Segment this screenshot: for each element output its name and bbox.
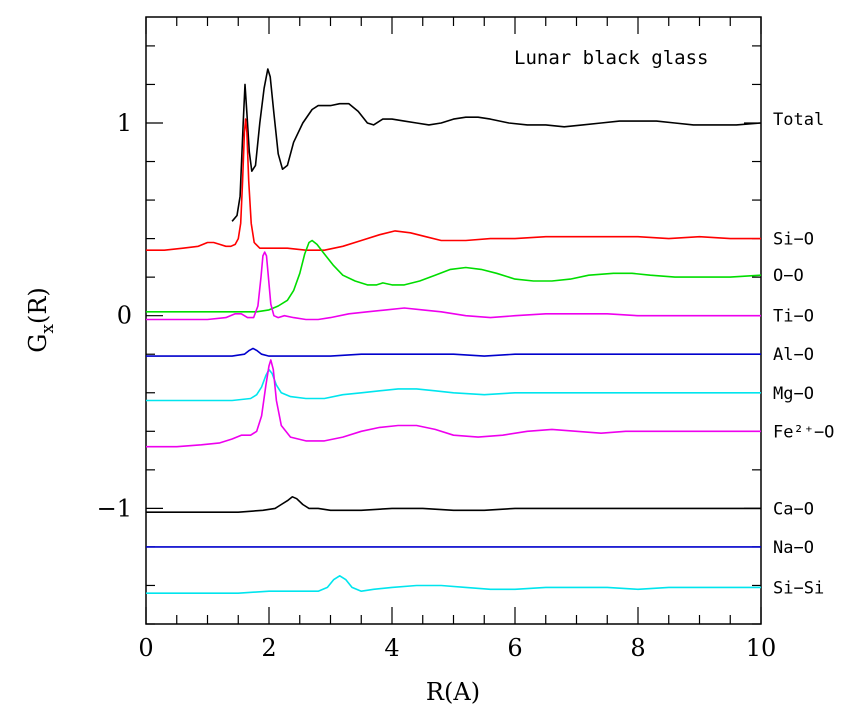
- series-label-3: Ti−O: [773, 307, 814, 327]
- series-line-2: [146, 239, 762, 313]
- y-tick-label: 1: [117, 109, 132, 137]
- x-tick-label: 10: [746, 634, 777, 662]
- x-tick-label: 4: [384, 634, 399, 662]
- y-axis-title-sub: x: [38, 324, 58, 334]
- series-line-4: [146, 347, 761, 357]
- series-line-9: [146, 575, 761, 594]
- plot-frame: [145, 16, 762, 625]
- series-curves: [146, 68, 762, 594]
- x-axis-title: R(A): [426, 678, 480, 706]
- series-label-6: Fe²⁺−O: [773, 422, 834, 442]
- svg-text:Gx(R): Gx(R): [24, 287, 58, 353]
- series-line-5: [146, 368, 761, 402]
- y-axis-title-tail: (R): [24, 287, 52, 324]
- y-axis-title: Gx(R): [24, 287, 58, 353]
- series-label-4: Al−O: [773, 345, 814, 365]
- x-tick-label: 2: [261, 634, 276, 662]
- y-tick-label: 0: [117, 302, 132, 330]
- y-axis-title-main: G: [24, 334, 52, 353]
- axis-ticks: 0 2 4 6 8 10 −1 0 1: [97, 17, 777, 662]
- x-tick-label: 0: [138, 634, 153, 662]
- series-label-5: Mg−O: [773, 384, 814, 404]
- x-tick-label: 8: [630, 634, 645, 662]
- series-line-1: [146, 118, 761, 251]
- y-tick-label: −1: [97, 494, 132, 522]
- series-label-9: Si−Si: [773, 578, 824, 598]
- series-label-0: Total: [773, 110, 824, 130]
- series-line-6: [146, 359, 761, 448]
- series-line-7: [146, 496, 761, 513]
- annotation: Lunar black glass: [514, 47, 708, 69]
- x-tick-label: 6: [507, 634, 522, 662]
- series-label-2: O−O: [773, 266, 804, 286]
- series-label-1: Si−O: [773, 230, 814, 250]
- series-line-3: [146, 251, 761, 321]
- series-line-0: [231, 68, 762, 222]
- series-labels: Total Si−O O−O Ti−O Al−O Mg−O Fe²⁺−O Ca−O Na−O Si…: [773, 110, 834, 598]
- series-label-7: Ca−O: [773, 499, 814, 519]
- series-label-8: Na−O: [773, 538, 814, 558]
